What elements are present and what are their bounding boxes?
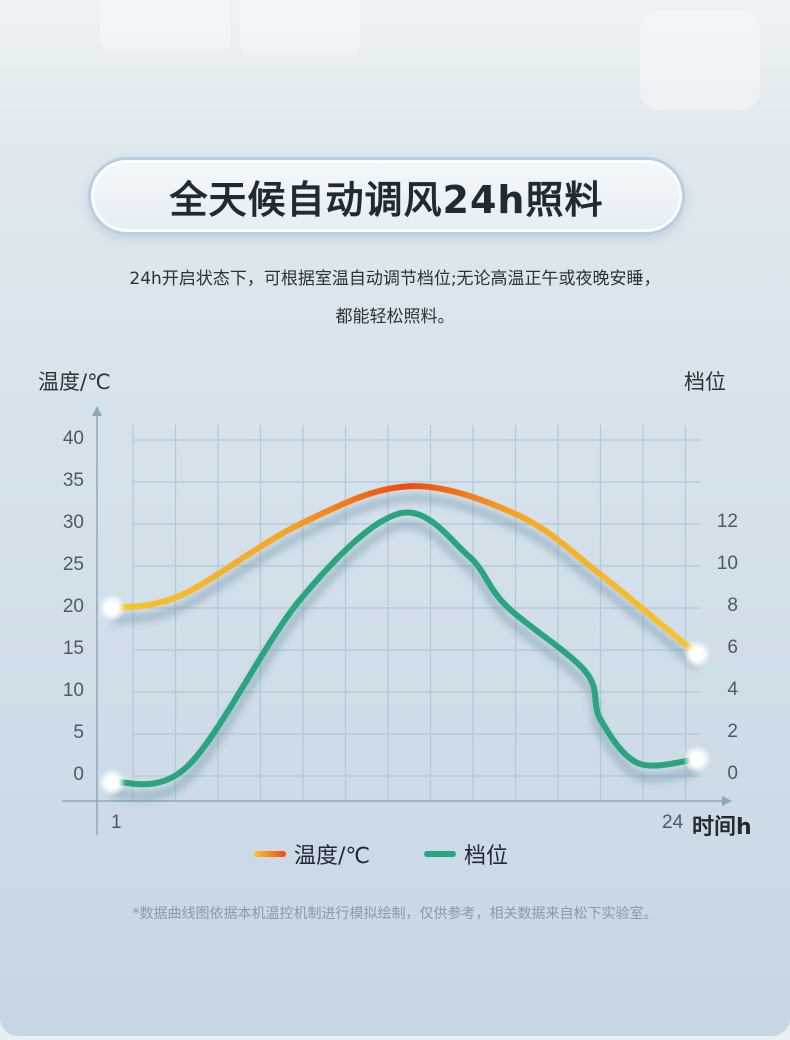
left-axis-tick: 25 <box>62 554 84 575</box>
product-image-fragment <box>640 10 760 110</box>
left-axis-tick: 30 <box>62 512 84 533</box>
product-image-fragment <box>100 0 230 50</box>
y-axis-arrow-icon <box>92 406 102 416</box>
temperature-line <box>109 483 700 658</box>
legend-label-gear: 档位 <box>464 844 509 869</box>
legend-swatch-temperature <box>254 851 286 857</box>
endpoint-marker <box>691 648 703 661</box>
temperature-line-shadow <box>111 494 700 670</box>
legend-label-temperature: 温度/℃ <box>294 844 371 869</box>
left-axis-tick: 0 <box>73 764 84 785</box>
endpoint-marker <box>106 776 118 789</box>
x-tick-end: 24 <box>662 812 684 833</box>
gear-line <box>109 509 700 788</box>
left-axis-tick: 35 <box>62 470 84 491</box>
right-axis-tick: 12 <box>716 511 738 532</box>
title-pill: 全天候自动调风24h照料 <box>88 157 685 235</box>
right-axis-tick: 6 <box>727 637 738 658</box>
left-axis-tick: 20 <box>62 596 84 617</box>
legend-swatch-gear <box>424 851 456 857</box>
gear-line-shadow <box>111 520 698 801</box>
left-axis-title: 温度/℃ <box>38 370 111 394</box>
right-axis-tick: 10 <box>716 553 738 574</box>
description-line-1: 24h开启状态下，可根据室温自动调节档位;无论高温正午或夜晚安睡， <box>129 269 661 289</box>
left-axis-tick: 10 <box>62 680 84 701</box>
x-axis-arrow-icon <box>722 796 732 806</box>
right-axis-title: 档位 <box>684 370 726 394</box>
legend-temperature: 温度/℃ <box>254 838 370 870</box>
left-axis-tick: 5 <box>73 722 84 743</box>
x-axis-title: 时间h <box>692 815 752 840</box>
endpoint-marker <box>691 753 703 766</box>
left-axis-tick: 15 <box>62 638 84 659</box>
endpoint-marker <box>106 602 118 614</box>
page-title: 全天候自动调风24h照料 <box>169 177 604 222</box>
right-axis-tick: 4 <box>727 679 738 700</box>
right-axis-tick: 0 <box>727 763 738 784</box>
footnote: *数据曲线图依据本机温控机制进行模拟绘制，仅供参考，相关数据来自松下实验室。 <box>132 906 658 922</box>
legend-gear: 档位 <box>424 838 508 870</box>
product-image-fragment <box>240 0 360 55</box>
x-tick-start: 1 <box>111 812 122 833</box>
description-line-2: 都能轻松照料。 <box>335 307 455 327</box>
right-axis-tick: 2 <box>727 721 738 742</box>
left-axis-tick: 40 <box>62 428 84 449</box>
right-axis-tick: 8 <box>727 595 738 616</box>
